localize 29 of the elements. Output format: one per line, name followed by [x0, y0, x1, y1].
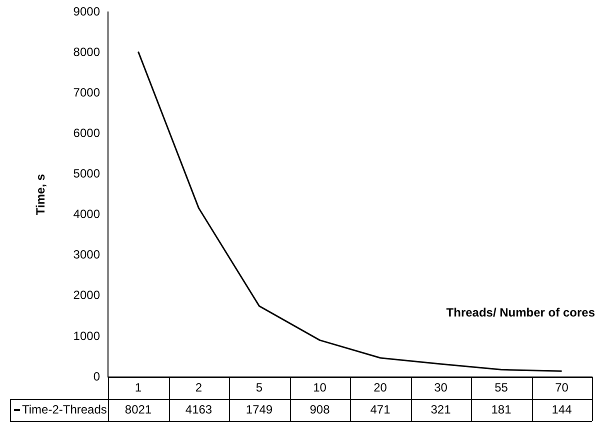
x-axis-title: Threads/ Number of cores [446, 305, 595, 320]
y-tick-label: 1000 [73, 328, 100, 343]
y-tick-label: 5000 [73, 166, 100, 181]
x-tick-label: 1 [134, 380, 142, 394]
x-tick-label: 20 [374, 380, 388, 394]
y-tick-label: 3000 [73, 248, 100, 262]
y-tick-label: 0 [93, 369, 100, 384]
data-label: 144 [552, 402, 572, 416]
x-tick-label: 55 [494, 380, 508, 394]
data-label: 4163 [185, 402, 212, 416]
data-label: 321 [430, 402, 452, 416]
y-tick-label: 8000 [73, 44, 100, 59]
data-label: 181 [491, 402, 512, 416]
y-tick-label: 4000 [73, 207, 100, 222]
x-tick-label: 2 [195, 380, 202, 394]
x-tick-label: 70 [555, 380, 569, 394]
data-label: 8021 [124, 402, 152, 416]
y-tick-label: 7000 [73, 85, 100, 100]
data-label: 1749 [246, 402, 273, 416]
y-tick-label: 2000 [73, 288, 100, 302]
legend-label: Time-2-Threads [22, 402, 107, 416]
y-tick-label: 6000 [73, 126, 100, 140]
data-label: 471 [370, 402, 391, 416]
y-axis-title: Time, s [34, 174, 48, 216]
x-tick-label: 30 [434, 380, 448, 394]
data-label: 908 [310, 402, 330, 416]
y-tick-label: 9000 [73, 4, 100, 18]
x-tick-label: 5 [256, 380, 263, 394]
x-tick-label: 10 [313, 380, 327, 394]
